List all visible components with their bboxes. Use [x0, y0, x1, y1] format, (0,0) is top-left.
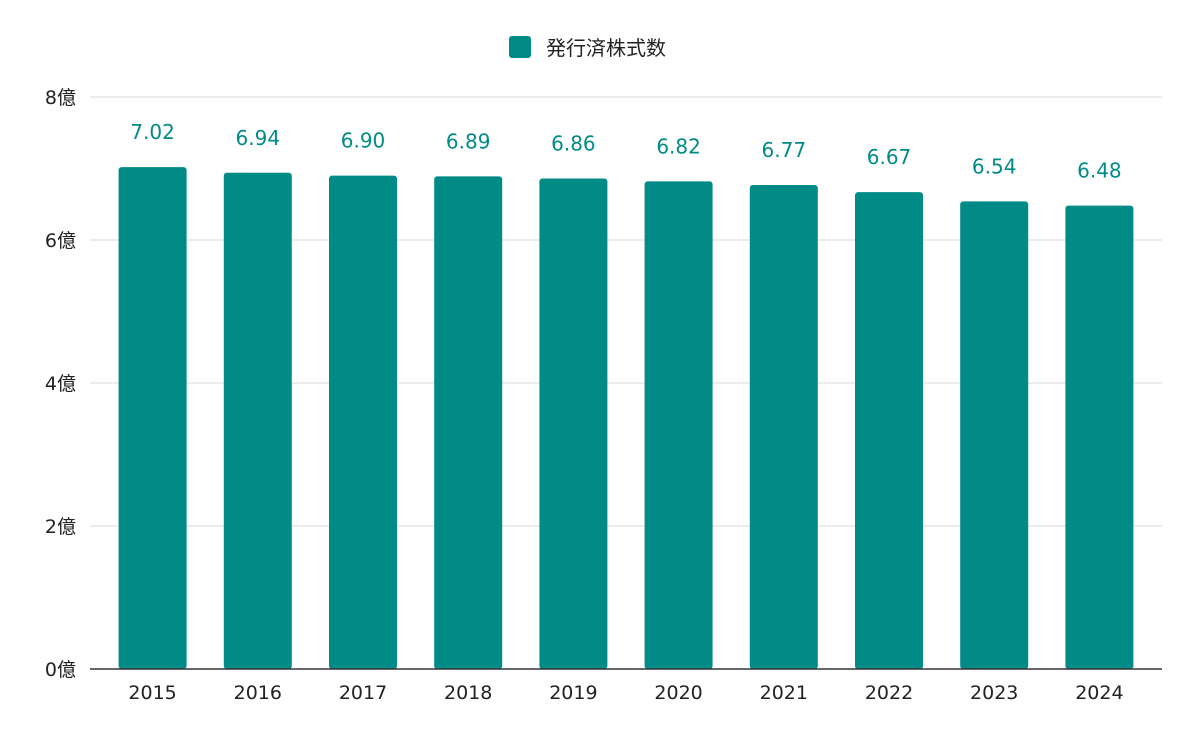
y-axis: 0億 2億 4億 6億 8億	[45, 87, 76, 681]
y-tick-label: 0億	[45, 659, 76, 681]
x-tick-label-2022: 2022	[865, 682, 913, 704]
bar-2022	[855, 192, 923, 669]
x-tick-label-2024: 2024	[1075, 682, 1123, 704]
bars	[118, 167, 1134, 670]
data-label-2024: 6.48	[1077, 159, 1122, 183]
bar-2015	[118, 167, 187, 669]
y-tick-label: 6億	[45, 230, 76, 252]
bar-2017	[329, 175, 397, 669]
y-tick-label: 2億	[45, 516, 76, 538]
x-tick-label-2019: 2019	[549, 682, 597, 704]
y-tick-label: 4億	[45, 373, 76, 395]
legend-label: 発行済株式数	[546, 36, 666, 60]
data-label-2020: 6.82	[656, 134, 701, 158]
bar-2018	[434, 176, 503, 670]
y-tick-label: 8億	[45, 87, 76, 109]
x-tick-label-2023: 2023	[970, 682, 1018, 704]
bar-2019	[539, 178, 608, 669]
data-label-2015: 7.02	[130, 120, 175, 144]
x-axis: 2015 2016 2017 2018 2019 2020 2021 2022 2023 2024	[90, 668, 1162, 704]
bar-2024	[1065, 205, 1134, 669]
x-tick-label-2018: 2018	[444, 682, 492, 704]
bar-2020	[644, 181, 713, 669]
data-label-2018: 6.89	[446, 129, 491, 153]
legend: 発行済株式数	[509, 36, 666, 60]
data-label-2021: 6.77	[762, 138, 807, 162]
legend-swatch	[509, 36, 531, 58]
x-tick-label-2015: 2015	[128, 682, 176, 704]
data-label-2023: 6.54	[972, 154, 1017, 178]
data-label-2019: 6.86	[551, 132, 596, 156]
data-label-2016: 6.94	[236, 126, 281, 150]
x-tick-label-2020: 2020	[654, 682, 702, 704]
bar-2021	[749, 184, 818, 669]
x-tick-label-2016: 2016	[234, 682, 282, 704]
data-label-2022: 6.67	[867, 145, 912, 169]
x-tick-label-2021: 2021	[760, 682, 808, 704]
bar-2023	[960, 201, 1029, 669]
data-label-2017: 6.90	[341, 129, 386, 153]
x-tick-label-2017: 2017	[339, 682, 387, 704]
data-labels: 7.02 6.94 6.90 6.89 6.86 6.82 6.77 6.67 6.54 6.48	[130, 120, 1121, 183]
bar-2016	[223, 172, 292, 670]
